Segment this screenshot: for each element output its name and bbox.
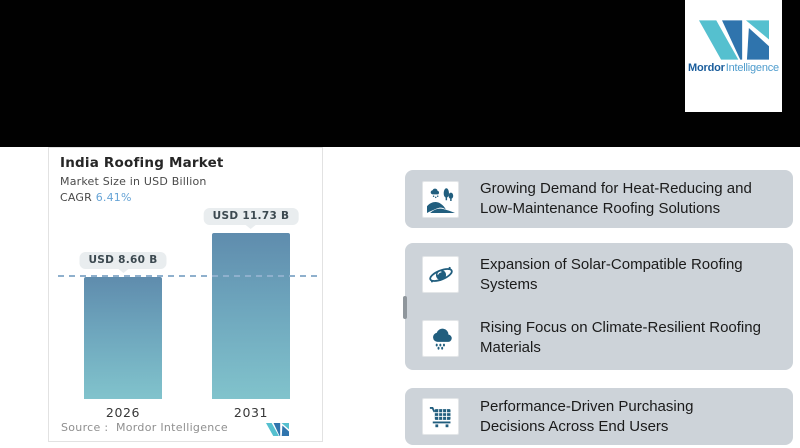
brand-wordmark: MordorIntelligence <box>688 62 779 74</box>
driver-card: Growing Demand for Heat-Reducing and Low… <box>405 170 793 228</box>
market-chart-card: India Roofing Market Market Size in USD … <box>48 147 323 442</box>
driver-text: Expansion of Solar-Compatible Roofing Sy… <box>480 255 743 293</box>
driver-text: Performance-Driven Purchasing Decisions … <box>480 397 694 435</box>
rain-cloud-icon <box>422 319 459 357</box>
value-label: USD 11.73 B <box>203 208 299 225</box>
driver-item: Performance-Driven Purchasing Decisions … <box>405 388 793 445</box>
galaxy-icon <box>422 256 459 294</box>
scroll-thumb[interactable] <box>403 296 407 319</box>
brand-logo: MordorIntelligence <box>685 0 782 112</box>
value-label-wrap: USD 11.73 B <box>203 208 299 225</box>
chart-subtitle: Market Size in USD Billion <box>60 175 207 188</box>
cagr-value: 6.41% <box>95 191 132 204</box>
driver-item: Expansion of Solar-Compatible Roofing Sy… <box>405 243 793 307</box>
driver-card: Performance-Driven Purchasing Decisions … <box>405 388 793 445</box>
reference-dashed-line <box>58 275 317 277</box>
driver-text: Growing Demand for Heat-Reducing and Low… <box>480 180 752 217</box>
mini-logo-icon <box>266 423 289 436</box>
chart-cagr: CAGR 6.41% <box>60 191 132 204</box>
value-label: USD 8.60 B <box>79 252 167 269</box>
value-label-wrap: USD 8.60 B <box>79 252 167 269</box>
driver-card: Expansion of Solar-Compatible Roofing Sy… <box>405 243 793 370</box>
mordor-intelligence-logo-icon <box>698 20 769 60</box>
cagr-label: CAGR <box>60 191 92 204</box>
x-axis-label: 2031 <box>233 405 269 420</box>
bar-2026 <box>84 277 162 399</box>
chart-title: India Roofing Market <box>60 155 224 171</box>
source-line: Source : Mordor Intelligence <box>61 421 228 434</box>
brand-name-light: Intelligence <box>725 62 779 74</box>
driver-text: Rising Focus on Climate-Resilient Roofin… <box>480 319 761 357</box>
source-label: Source : <box>61 421 109 434</box>
brand-name-bold: Mordor <box>688 62 725 74</box>
source-value: Mordor Intelligence <box>115 421 228 434</box>
landscape-icon <box>422 180 459 218</box>
shopping-cart-icon <box>422 398 459 435</box>
driver-item: Rising Focus on Climate-Resilient Roofin… <box>405 307 793 371</box>
driver-item: Growing Demand for Heat-Reducing and Low… <box>405 170 793 228</box>
x-axis-label: 2026 <box>105 405 141 420</box>
bar-2031 <box>212 233 290 399</box>
header-band: MordorIntelligence <box>0 0 800 147</box>
